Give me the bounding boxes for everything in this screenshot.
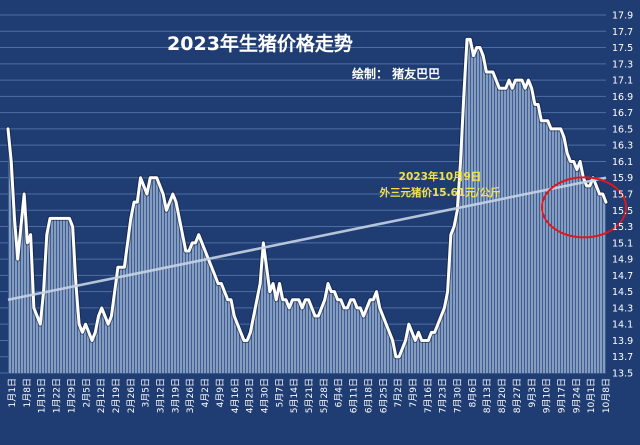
y-tick-label: 16.3 <box>612 141 633 152</box>
y-tick-label: 13.9 <box>612 336 633 347</box>
y-tick-label: 14.9 <box>612 255 633 266</box>
highlight-circle <box>541 176 627 239</box>
chart-title: 2023年生猪价格走势 <box>167 32 353 55</box>
price-line <box>6 37 608 359</box>
y-tick-label: 17.5 <box>612 43 633 54</box>
x-tick-label: 6月25日 <box>378 378 389 413</box>
x-tick-label: 5月21日 <box>304 378 315 413</box>
x-tick-label: 2月5日 <box>81 378 92 407</box>
x-axis: 1月1日 1月8日 1月15日 1月22日 1月29日 2月5日 2月12日 2月19日 2月2… <box>7 378 612 413</box>
y-tick-label: 15.5 <box>612 206 633 217</box>
y-tick-label: 14.3 <box>612 303 633 314</box>
y-tick-label: 15.7 <box>612 190 633 201</box>
y-tick-label: 13.5 <box>612 369 633 380</box>
x-tick-label: 8月27日 <box>512 378 523 413</box>
y-tick-label: 14.5 <box>612 287 633 298</box>
x-tick-label: 8月6日 <box>467 378 478 407</box>
x-tick-label: 7月23日 <box>438 378 449 413</box>
y-tick-label: 17.9 <box>612 11 633 22</box>
x-tick-label: 1月1日 <box>7 378 18 407</box>
trend-line <box>7 176 607 302</box>
x-tick-label: 3月5日 <box>141 378 152 407</box>
x-tick-label: 6月18日 <box>363 378 374 413</box>
price-area <box>8 39 606 373</box>
x-tick-label: 3月12日 <box>156 378 167 413</box>
x-tick-label: 7月9日 <box>408 378 419 407</box>
y-tick-label: 15.3 <box>612 222 633 233</box>
x-tick-label: 5月28日 <box>319 378 330 413</box>
x-tick-label: 8月13日 <box>482 378 493 413</box>
x-tick-label: 2月19日 <box>111 378 122 413</box>
annotation-date: 2023年10月9日 <box>399 170 482 183</box>
x-tick-label: 4月23日 <box>245 378 256 413</box>
y-tick-label: 15.1 <box>612 238 633 249</box>
x-tick-label: 1月22日 <box>52 378 63 413</box>
y-tick-label: 15.9 <box>612 173 633 184</box>
x-tick-label: 4月9日 <box>215 378 226 407</box>
x-tick-label: 7月2日 <box>393 378 404 407</box>
y-tick-label: 14.7 <box>612 271 633 282</box>
x-tick-label: 6月11日 <box>349 378 360 413</box>
y-tick-label: 14.1 <box>612 320 633 331</box>
y-tick-label: 16.7 <box>612 108 633 119</box>
y-tick-label: 17.3 <box>612 59 633 70</box>
x-tick-label: 9月10日 <box>542 378 553 413</box>
x-tick-label: 4月2日 <box>200 378 211 407</box>
annotation-price: 外三元猪价15.61元/公斤 <box>378 186 500 199</box>
y-tick-label: 13.7 <box>612 352 633 363</box>
x-tick-label: 1月8日 <box>22 378 33 407</box>
x-tick-label: 10月1日 <box>586 378 597 413</box>
x-tick-label: 9月3日 <box>527 378 538 407</box>
x-tick-label: 4月30日 <box>259 378 270 413</box>
x-tick-label: 9月17日 <box>557 378 568 413</box>
x-tick-label: 7月30日 <box>453 378 464 413</box>
x-tick-label: 4月16日 <box>230 378 241 413</box>
x-tick-label: 1月15日 <box>37 378 48 413</box>
x-tick-label: 7月16日 <box>423 378 434 413</box>
y-tick-label: 17.7 <box>612 27 633 38</box>
y-tick-label: 16.9 <box>612 92 633 103</box>
y-tick-label: 16.5 <box>612 124 633 135</box>
y-tick-label: 16.1 <box>612 157 633 168</box>
x-tick-label: 10月8日 <box>601 378 612 413</box>
x-tick-label: 8月20日 <box>497 378 508 413</box>
y-tick-label: 17.1 <box>612 76 633 87</box>
y-axis: 13.5 13.7 13.9 14.1 14.3 14.5 14.7 14.9 15.1 15.3… <box>612 11 633 380</box>
x-tick-label: 2月12日 <box>96 378 107 413</box>
x-tick-label: 2月26日 <box>126 378 137 413</box>
x-tick-label: 5月7日 <box>274 378 285 407</box>
x-tick-label: 1月29日 <box>66 378 77 413</box>
x-tick-label: 5月14日 <box>289 378 300 413</box>
x-tick-label: 9月24日 <box>571 378 582 413</box>
x-tick-label: 3月19日 <box>170 378 181 413</box>
x-tick-label: 6月4日 <box>334 378 345 407</box>
x-tick-label: 3月26日 <box>185 378 196 413</box>
chart-credit: 绘制： 猪友巴巴 <box>352 66 440 81</box>
